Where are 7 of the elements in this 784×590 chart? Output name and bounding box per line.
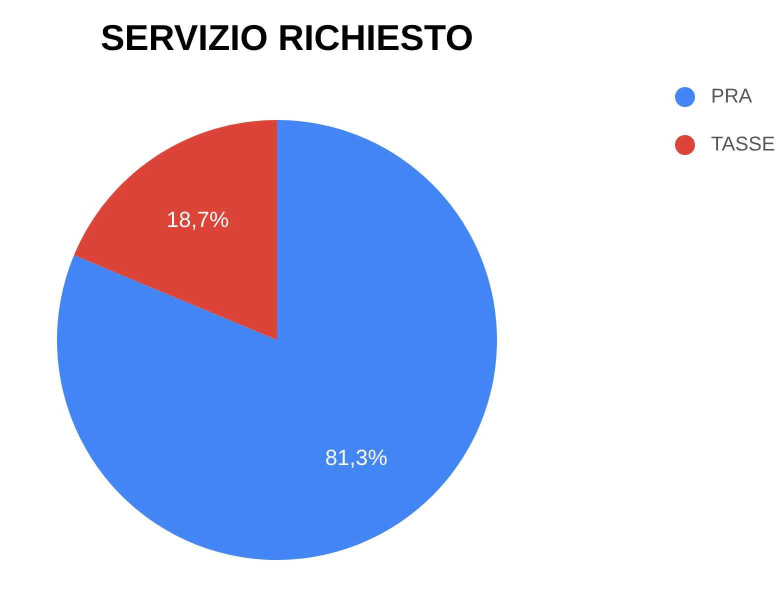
data-label: 18,7%	[166, 206, 229, 232]
legend-label: TASSE	[711, 133, 776, 156]
data-label: 81,3%	[325, 444, 388, 470]
chart-title: SERVIZIO RICHIESTO	[100, 17, 474, 58]
pie-slice	[57, 120, 497, 560]
pie-slice	[74, 120, 277, 340]
legend-label: PRA	[711, 85, 753, 108]
